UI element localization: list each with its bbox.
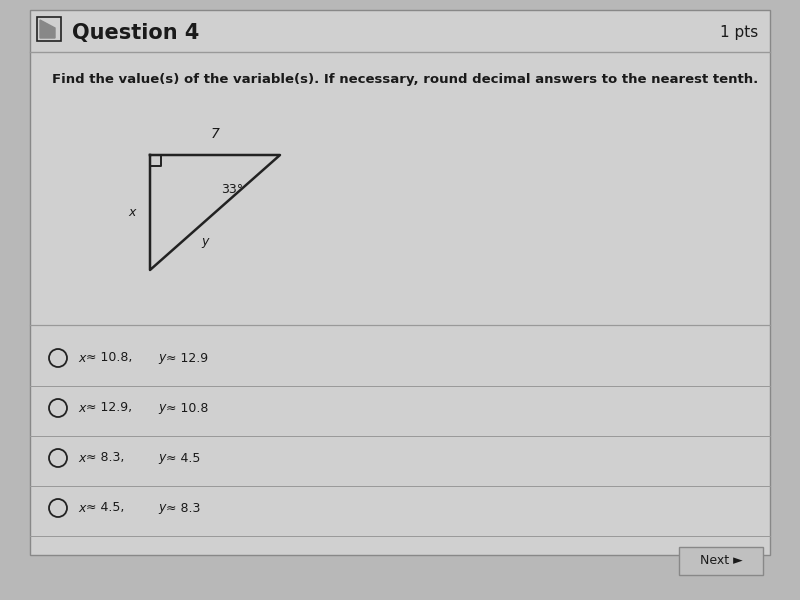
Text: ≈ 8.3,: ≈ 8.3, bbox=[86, 451, 128, 464]
Text: y: y bbox=[158, 401, 166, 415]
FancyBboxPatch shape bbox=[37, 17, 61, 41]
Text: y: y bbox=[202, 235, 209, 247]
Text: ≈ 12.9: ≈ 12.9 bbox=[166, 352, 208, 364]
Text: ≈ 4.5,: ≈ 4.5, bbox=[86, 502, 128, 514]
Text: ≈ 4.5: ≈ 4.5 bbox=[166, 451, 200, 464]
Text: x: x bbox=[78, 451, 86, 464]
Text: ≈ 8.3: ≈ 8.3 bbox=[166, 502, 200, 514]
Text: x: x bbox=[128, 206, 136, 219]
Text: 33°: 33° bbox=[221, 183, 243, 196]
Text: 1 pts: 1 pts bbox=[720, 25, 758, 40]
Text: ≈ 10.8,: ≈ 10.8, bbox=[86, 352, 136, 364]
Text: y: y bbox=[158, 451, 166, 464]
Text: y: y bbox=[158, 352, 166, 364]
Text: y: y bbox=[158, 502, 166, 514]
Text: Next ►: Next ► bbox=[700, 554, 742, 568]
Text: ≈ 10.8: ≈ 10.8 bbox=[166, 401, 208, 415]
Text: x: x bbox=[78, 352, 86, 364]
Text: Find the value(s) of the variable(s). If necessary, round decimal answers to the: Find the value(s) of the variable(s). If… bbox=[52, 73, 758, 86]
Text: Question 4: Question 4 bbox=[72, 23, 199, 43]
Text: x: x bbox=[78, 401, 86, 415]
FancyBboxPatch shape bbox=[679, 547, 763, 575]
Text: ≈ 12.9,: ≈ 12.9, bbox=[86, 401, 136, 415]
Text: 7: 7 bbox=[210, 127, 219, 141]
Text: x: x bbox=[78, 502, 86, 514]
Polygon shape bbox=[40, 20, 55, 38]
